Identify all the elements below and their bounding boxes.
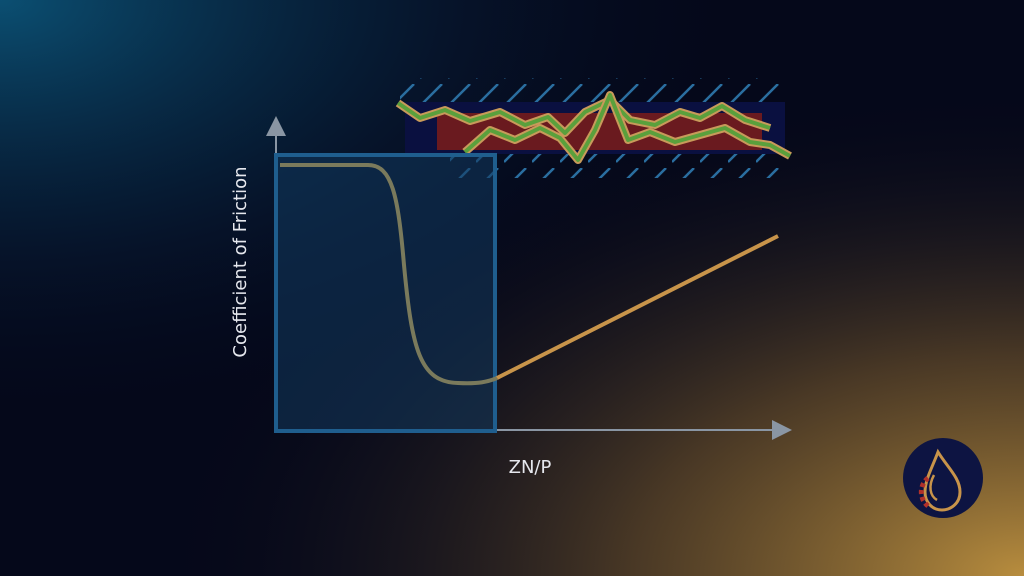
logo-circle: [903, 438, 983, 518]
logo-gear: [918, 476, 930, 508]
surface-bottom: [463, 93, 791, 162]
stribeck-curve-hydrodynamic: [496, 234, 779, 380]
hatch-bottom: [450, 150, 780, 178]
x-axis-label: ZN/P: [509, 457, 552, 478]
surface-illustration: [395, 78, 792, 178]
logo-drop-inner: [929, 474, 938, 502]
y-axis-label: Coefficient of Friction: [230, 166, 251, 357]
boundary-region-box: [274, 153, 497, 433]
surface-top: [396, 98, 771, 135]
hatch-top: [400, 78, 780, 104]
logo: [903, 438, 983, 518]
stribeck-curve-boundary: [280, 163, 498, 386]
